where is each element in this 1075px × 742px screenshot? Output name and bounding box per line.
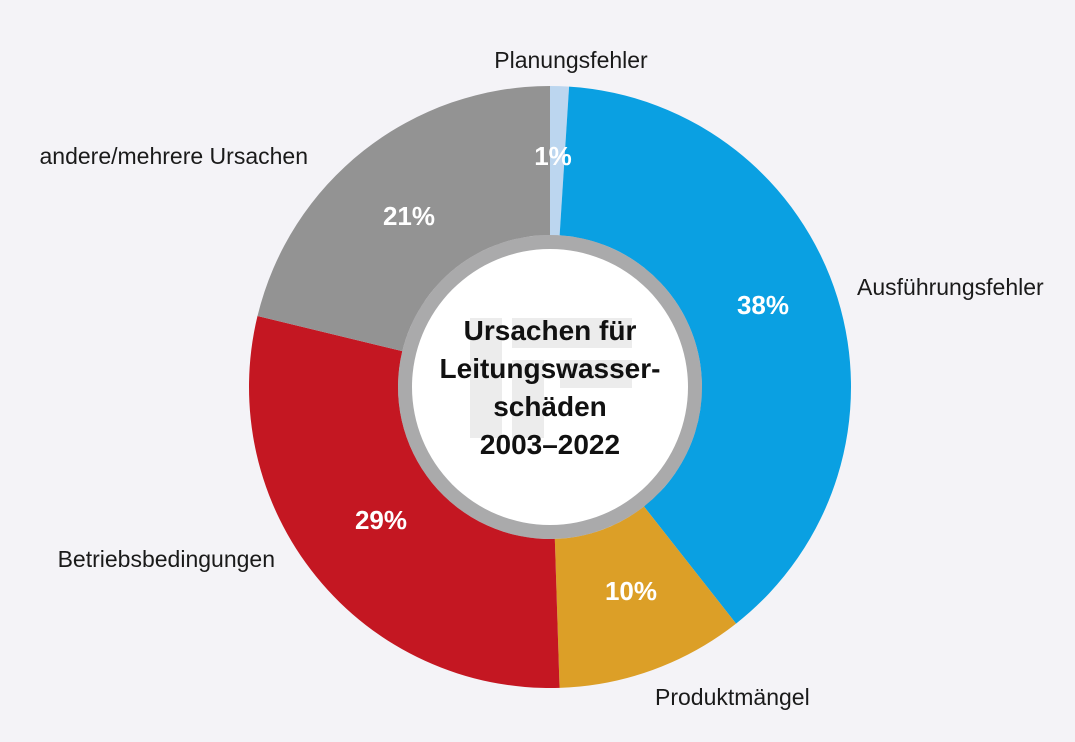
value-label: 10% (605, 576, 657, 606)
inner-ring-group (398, 235, 702, 539)
category-label: andere/mehrere Ursachen (40, 143, 308, 169)
slice-andere-mehrere-ursachen (257, 86, 550, 352)
slice-produktmängel (554, 506, 737, 688)
slice-ausführungsfehler (559, 86, 851, 624)
chart-title: Ursachen für Leitungswasser- schäden 200… (390, 312, 710, 464)
category-label: Planungsfehler (494, 47, 648, 73)
category-label: Produktmängel (655, 684, 810, 710)
category-label: Ausführungsfehler (857, 274, 1044, 300)
slice-betriebsbedingungen (249, 316, 560, 688)
value-label: 29% (355, 505, 407, 535)
value-labels-group: 1% 38% 10% 29% 21% (355, 141, 789, 606)
title-line-3: schäden (493, 391, 607, 422)
title-line-1: Ursachen für (463, 315, 637, 346)
slices-group (249, 86, 851, 688)
value-label: 38% (737, 290, 789, 320)
value-label: 1% (534, 141, 572, 171)
title-line-2: Leitungswasser- (439, 353, 661, 384)
watermark-logo (470, 318, 632, 438)
category-labels-group: Planungsfehler Ausführungsfehler Produktmä… (40, 47, 1044, 710)
value-label: 21% (383, 201, 435, 231)
category-label: Betriebsbedingungen (58, 546, 275, 572)
slice-planungsfehler (550, 86, 570, 236)
title-line-4: 2003–2022 (479, 429, 621, 460)
